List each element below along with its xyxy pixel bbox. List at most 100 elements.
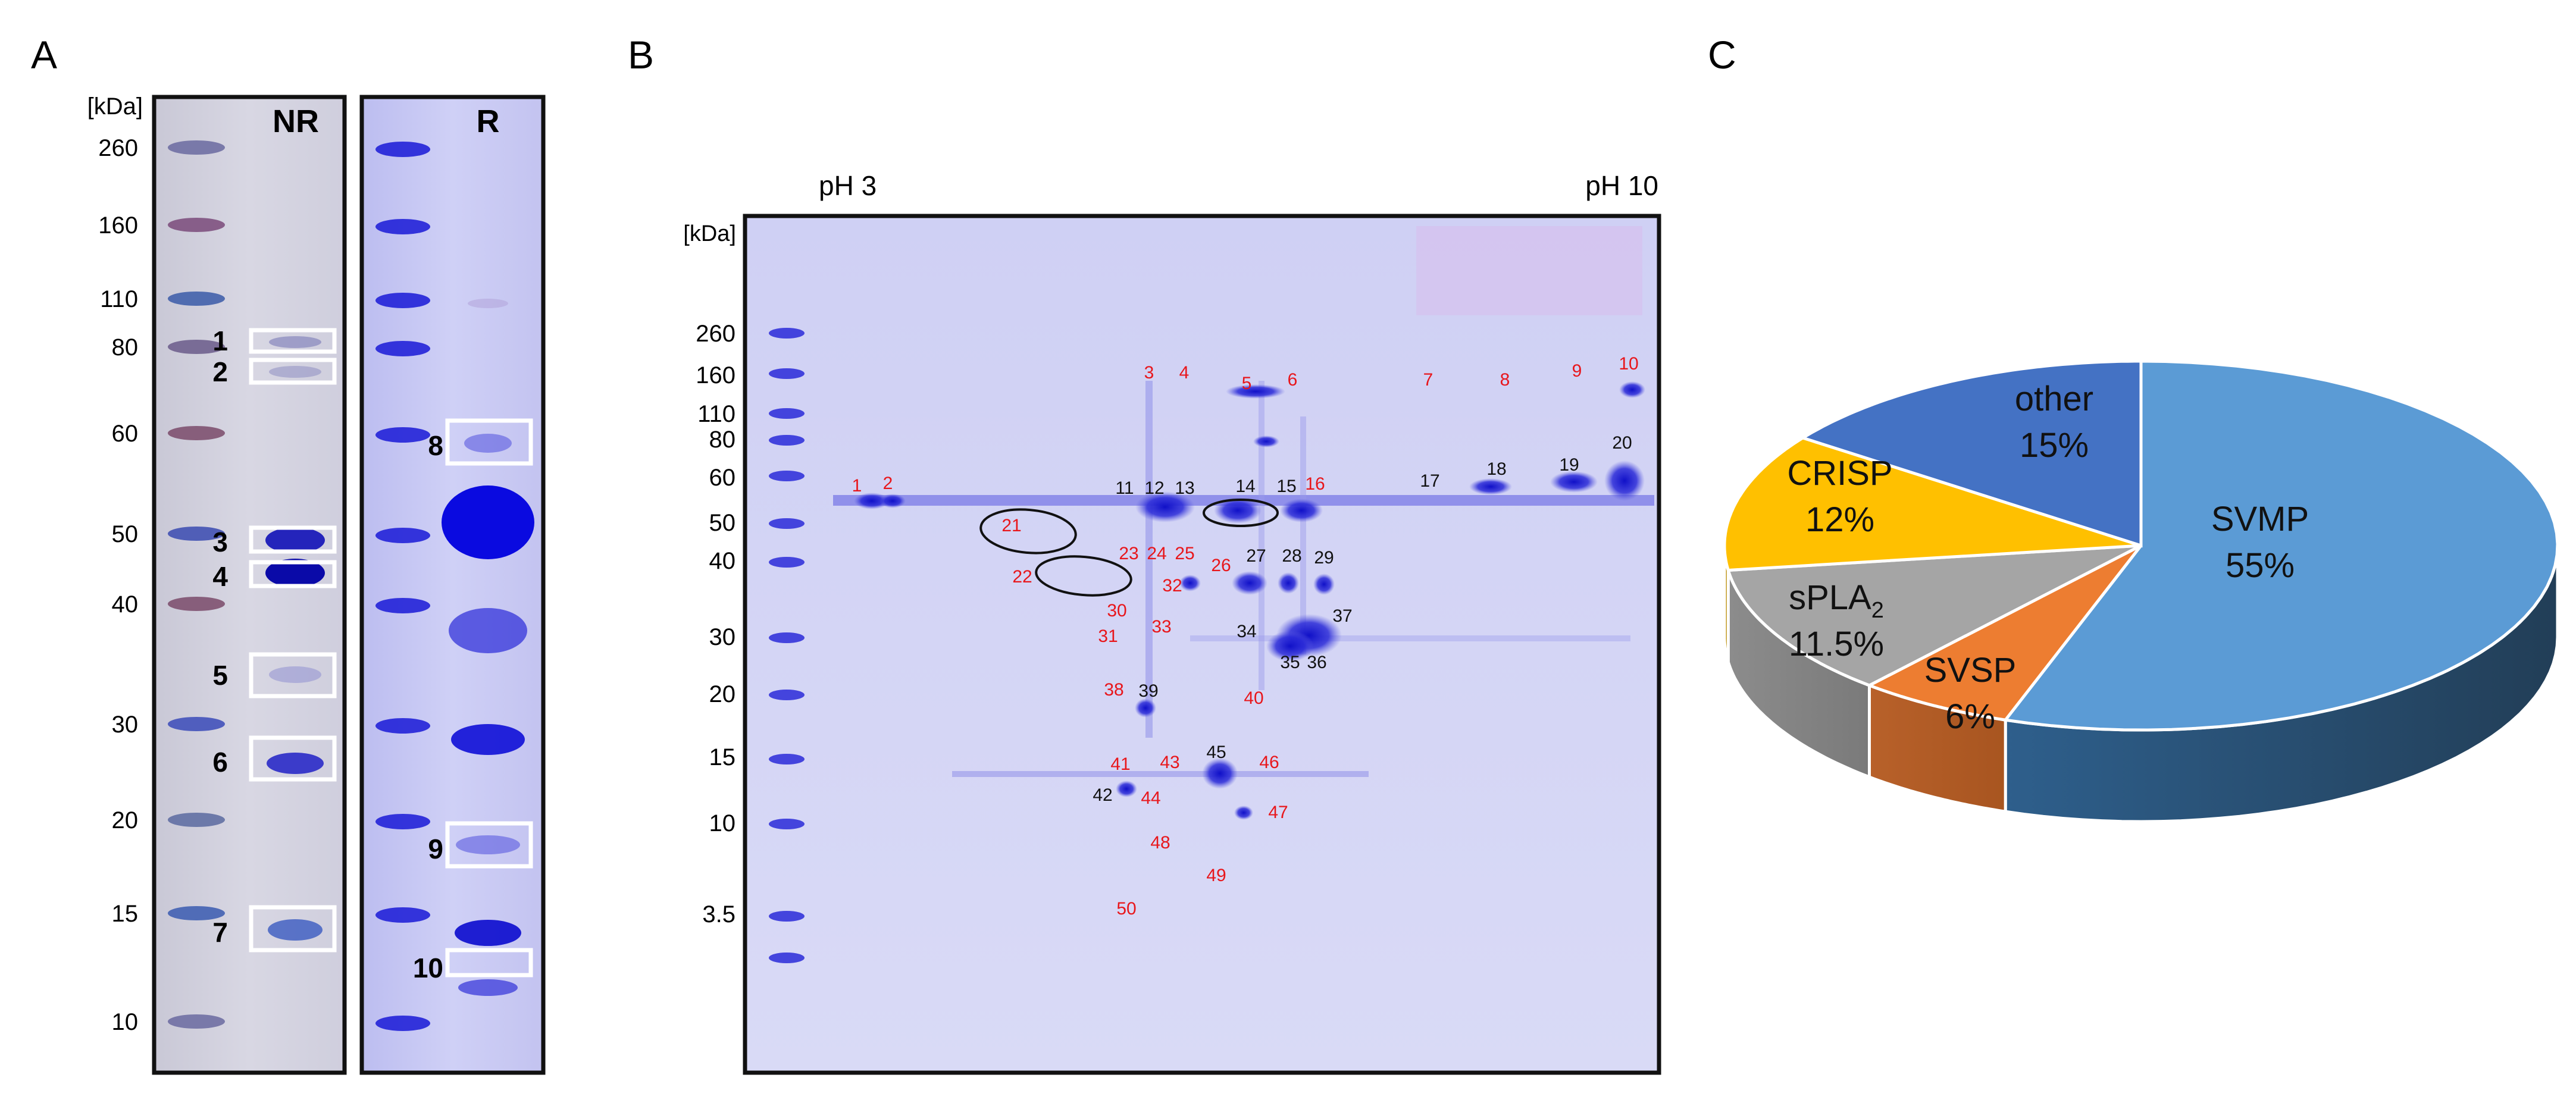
protein-spot xyxy=(1253,435,1279,447)
pie-slice-percent: 12% xyxy=(1805,500,1874,539)
nr-ladder-band xyxy=(168,292,225,306)
r-ladder-band xyxy=(375,341,430,356)
lane-band xyxy=(456,835,520,854)
band-box xyxy=(249,652,337,698)
panel-label-c: C xyxy=(1708,33,1736,77)
nr-ladder-band xyxy=(168,717,225,731)
spot-label: 48 xyxy=(1150,833,1170,853)
band-number: 2 xyxy=(212,356,228,387)
panel-label-a: A xyxy=(31,33,57,77)
spot-label: 6 xyxy=(1288,370,1298,390)
ladder-band xyxy=(769,754,805,765)
lane-band xyxy=(455,920,521,946)
pie-slice-name: SVSP xyxy=(1924,651,2017,690)
spot-label: 26 xyxy=(1211,556,1231,575)
band-number: 9 xyxy=(428,834,443,864)
pie-slice-name: CRISP xyxy=(1787,454,1892,493)
spot-label: 49 xyxy=(1206,866,1226,885)
lane-band xyxy=(265,527,325,553)
pie-slice xyxy=(2002,359,2559,732)
band-box xyxy=(249,905,337,953)
spot-label: 17 xyxy=(1420,471,1439,491)
protein-spot xyxy=(879,494,906,508)
spot-label: 29 xyxy=(1314,548,1334,568)
spot-label: 5 xyxy=(1242,374,1252,393)
spot-label: 37 xyxy=(1332,606,1352,626)
nr-ladder-band xyxy=(168,813,225,827)
protein-spot xyxy=(1313,574,1335,595)
r-ladder-band xyxy=(375,219,430,234)
pie-slice-name: sPLA2 xyxy=(1789,578,1884,623)
band-box xyxy=(445,418,533,466)
spot-label: 16 xyxy=(1305,474,1325,494)
band-box xyxy=(249,525,337,554)
panel-a-band-boxes: 12 3 4 5 6 7 8 9 10 xyxy=(212,325,533,983)
protein-spot xyxy=(1135,491,1195,522)
protein-spot xyxy=(1116,781,1137,797)
r-ladder-band xyxy=(375,718,430,734)
spot-label: 40 xyxy=(1244,688,1263,708)
spot-label: 35 xyxy=(1280,653,1300,672)
ladder-band xyxy=(769,690,805,700)
horizontal-streak xyxy=(952,771,1369,777)
spot-label: 8 xyxy=(1500,370,1510,390)
spot-label: 41 xyxy=(1110,754,1130,774)
band-number: 6 xyxy=(212,747,228,778)
pie-slice-name: other xyxy=(2015,380,2093,418)
panel-a-marker-labels: 260 160 110 80 60 50 40 30 20 15 10 xyxy=(98,135,138,1035)
spot-label: 27 xyxy=(1246,546,1266,566)
lane-band xyxy=(449,608,527,653)
marker-label: 50 xyxy=(709,510,736,536)
protein-spot xyxy=(1280,499,1323,522)
protein-spot xyxy=(1266,631,1314,662)
pie-slices xyxy=(1723,359,2559,732)
pie-slice xyxy=(1726,544,2142,687)
lane-band xyxy=(468,299,508,308)
nr-ladder-band xyxy=(168,906,225,920)
r-ladder-band xyxy=(375,814,430,829)
band-box xyxy=(249,560,337,588)
ladder-band xyxy=(769,471,805,481)
lane-band xyxy=(451,724,525,755)
circled-spot xyxy=(1035,555,1132,597)
r-ladder-band xyxy=(375,528,430,543)
lane-band xyxy=(442,485,534,559)
ladder-band xyxy=(769,435,805,446)
spot-label: 4 xyxy=(1179,363,1190,383)
nr-ladder-band xyxy=(168,597,225,611)
spot-label: 44 xyxy=(1141,788,1160,808)
circled-spot xyxy=(1203,499,1279,527)
marker-label: 3.5 xyxy=(702,901,735,928)
gel-2d xyxy=(743,214,1661,1075)
spot-label: 21 xyxy=(1001,516,1021,535)
spot-label: 25 xyxy=(1175,544,1194,563)
nr-ladder-band xyxy=(168,218,225,232)
vertical-streak xyxy=(1259,381,1264,690)
band-number: 4 xyxy=(212,561,228,592)
protein-spot xyxy=(1202,758,1238,789)
gel-2d-protein-spots xyxy=(854,381,1645,820)
spot-label: 28 xyxy=(1282,546,1301,566)
band-box xyxy=(249,358,337,385)
ladder-band xyxy=(769,632,805,643)
lane-label-nr: NR xyxy=(273,104,319,139)
band-number: 10 xyxy=(413,953,443,983)
panel-a-ladders xyxy=(168,140,430,1031)
spot-label: 42 xyxy=(1093,785,1112,805)
spot-label: 36 xyxy=(1307,653,1326,672)
pie-slice-percent: 6% xyxy=(1945,697,1995,736)
ladder-band xyxy=(769,368,805,379)
r-ladder-band xyxy=(375,293,430,308)
r-ladder-band xyxy=(375,598,430,613)
lane-band xyxy=(267,753,324,774)
spot-label: 10 xyxy=(1619,354,1638,374)
marker-label: 110 xyxy=(697,401,735,427)
marker-label: 50 xyxy=(112,521,139,547)
marker-label: 15 xyxy=(709,744,736,770)
ladder-band xyxy=(769,819,805,829)
ladder-band xyxy=(769,557,805,568)
marker-label: 160 xyxy=(98,212,138,239)
